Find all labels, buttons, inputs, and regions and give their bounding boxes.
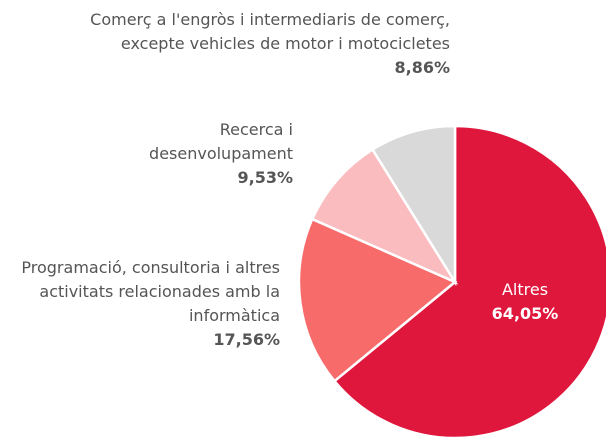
- value-label: 9,53%: [237, 168, 293, 187]
- category-label: Recerca i desenvolupament: [149, 120, 293, 163]
- slice-label: Altres 64,05%: [455, 278, 595, 326]
- pie-slice: [332, 124, 606, 438]
- category-label: Altres: [501, 280, 549, 299]
- value-label: 17,56%: [213, 330, 280, 349]
- slice-label: Programació, consultoria i altres activi…: [8, 256, 280, 352]
- category-label: Comerç a l'engròs i intermediaris de com…: [90, 10, 450, 53]
- value-label: 8,86%: [394, 58, 450, 77]
- value-label: 64,05%: [491, 304, 559, 323]
- pie-slice: [310, 147, 459, 285]
- slice-label: Recerca i desenvolupament 9,53%: [88, 118, 293, 190]
- pie-slice: [297, 217, 458, 383]
- slice-label: Comerç a l'engròs i intermediaris de com…: [68, 8, 450, 80]
- pie-slice: [370, 124, 457, 287]
- category-label: Programació, consultoria i altres activi…: [21, 258, 280, 325]
